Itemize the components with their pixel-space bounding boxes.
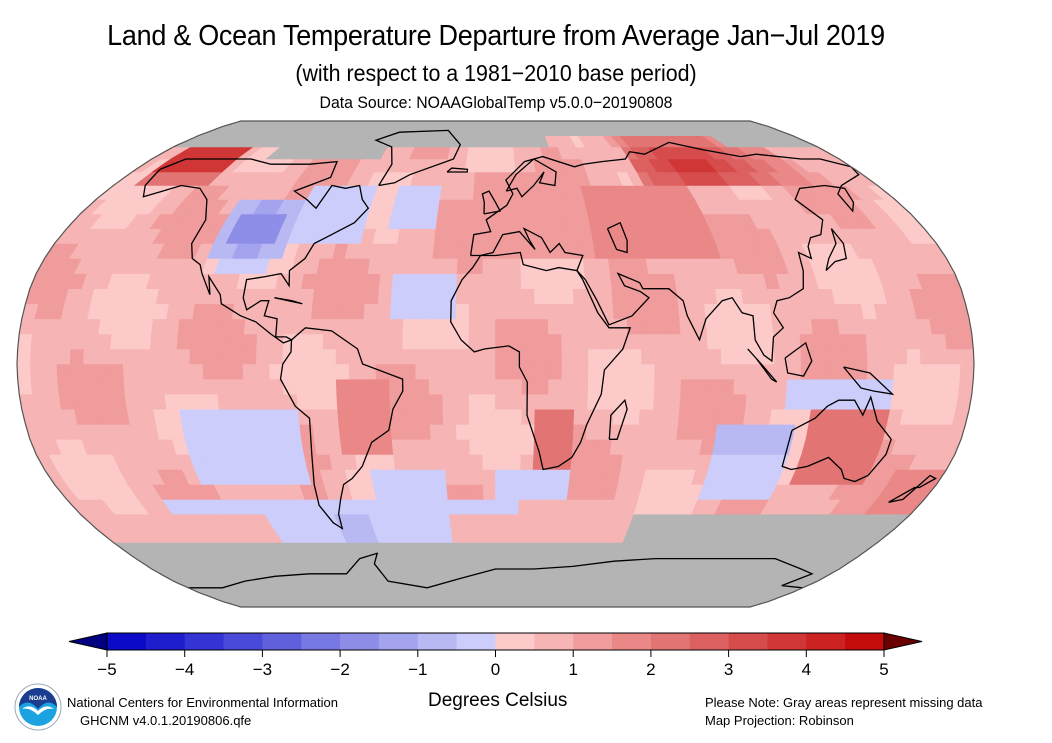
colorbar-swatch — [650, 633, 691, 650]
colorbar-tick-label: 3 — [723, 660, 734, 679]
colorbar-tick-label: −5 — [97, 660, 117, 679]
colorbar-swatch — [378, 633, 419, 650]
map-title: Land & Ocean Temperature Departure from … — [107, 20, 885, 52]
logo-text: NOAA — [29, 696, 47, 702]
dataset-version: GHCNM v4.0.1.20190806.qfe — [80, 713, 252, 728]
colorbar-swatch — [145, 633, 186, 650]
noaa-logo: NOAA — [14, 683, 62, 731]
colorbar-tick-label: −1 — [408, 660, 428, 679]
colorbar-swatch — [767, 633, 807, 650]
anomaly-cells — [17, 121, 974, 607]
data-source: Data Source: NOAAGlobalTemp v5.0.0−20190… — [319, 93, 673, 112]
colorbar-tick-label: −4 — [174, 660, 195, 679]
colorbar-swatch — [417, 633, 458, 650]
colorbar-swatch — [534, 633, 574, 650]
projection-note: Map Projection: Robinson — [705, 713, 854, 728]
colorbar-over-arrow — [883, 632, 923, 651]
colorbar-swatch — [223, 633, 263, 650]
colorbar-tick-label: 0 — [490, 660, 501, 679]
colorbar-tick-label: 4 — [801, 660, 812, 679]
colorbar-swatch — [340, 633, 380, 650]
colorbar-swatch — [262, 633, 302, 650]
colorbar-swatch — [495, 633, 535, 650]
missing-data-note: Please Note: Gray areas represent missin… — [705, 695, 983, 710]
organization-name: National Centers for Environmental Infor… — [67, 695, 338, 710]
colorbar-tick-label: −2 — [330, 660, 350, 679]
colorbar-swatch — [806, 633, 846, 650]
colorbar-swatch — [456, 633, 496, 650]
colorbar-tick-label: 2 — [646, 660, 656, 679]
colorbar-tick-label: 5 — [879, 660, 889, 679]
colorbar-under-arrow — [68, 632, 108, 651]
colorbar-tick-label: −3 — [252, 660, 273, 679]
colorbar-swatch — [689, 633, 730, 650]
map-subtitle: (with respect to a 1981−2010 base period… — [295, 60, 697, 86]
colorbar-swatch — [573, 633, 613, 650]
colorbar-swatch — [184, 633, 225, 650]
colorbar-swatch — [301, 633, 341, 650]
colorbar-swatch — [107, 633, 147, 650]
colorbar-units: Degrees Celsius — [428, 690, 568, 711]
colorbar-swatch — [728, 633, 768, 650]
colorbar-tick-label: 1 — [568, 660, 578, 679]
colorbar-swatch — [845, 633, 885, 650]
colorbar-swatch — [612, 633, 652, 650]
